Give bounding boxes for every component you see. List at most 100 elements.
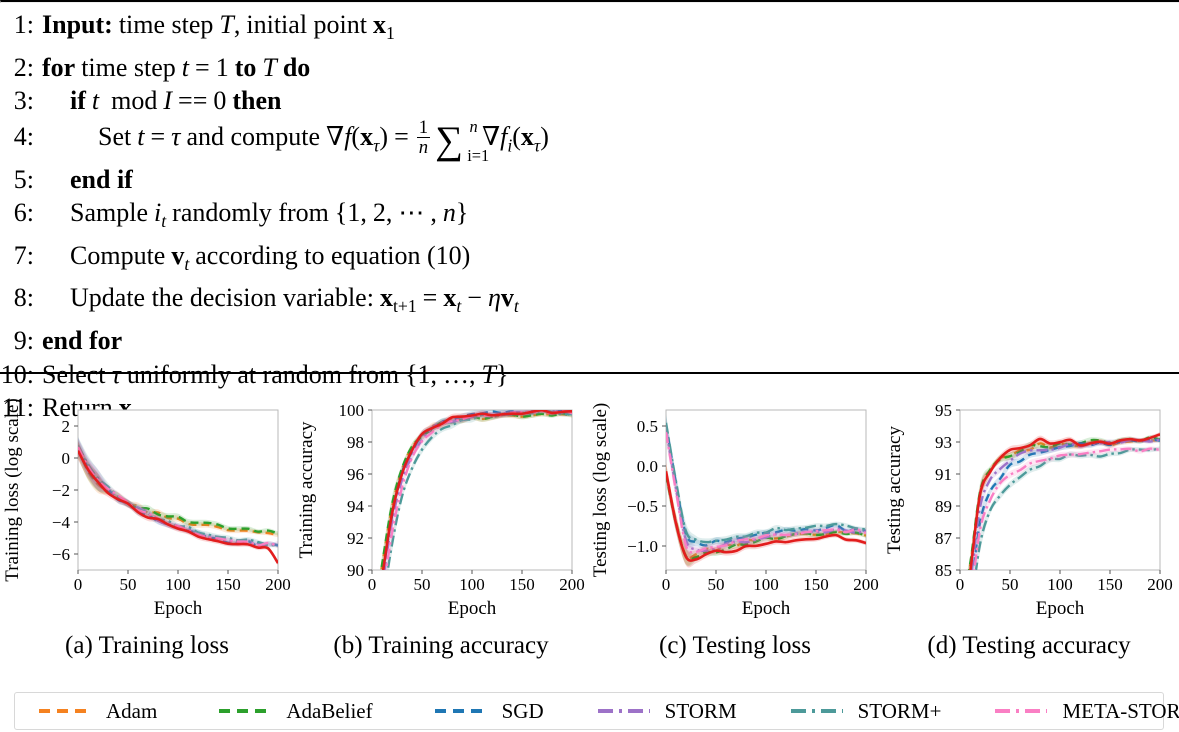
subcaption-b: (b) Training accuracy xyxy=(333,632,549,659)
legend-label: STORM+ xyxy=(857,698,942,723)
y-tick-label: −0.5 xyxy=(627,497,658,516)
x-tick-label: 200 xyxy=(853,575,879,594)
line-body: Input: time step T, initial point x1 xyxy=(42,8,1179,51)
line-number: 4: xyxy=(13,121,34,151)
line-body: Sample it randomly from {1, 2, ⋯, n} xyxy=(42,196,1179,239)
figure-block: 0 50 100 150 200 2 0 −2 −4 −6 Epoch Training loss (… xyxy=(0,386,1179,660)
series-group xyxy=(666,413,866,568)
y-axis-label: Training accuracy xyxy=(296,421,317,558)
algorithm-line-3: 3: if t mod I == 0 then xyxy=(0,84,1179,118)
legend-label: Adam xyxy=(106,698,158,723)
line-number: 10: xyxy=(0,359,34,389)
subscript-1: 1 xyxy=(386,23,395,44)
text-time-step: time step xyxy=(81,52,176,82)
algorithm-line-4: 4: Set t = τ and compute ∇f(xτ) = 1 n ∑ n i=1 ∇fi(xτ… xyxy=(0,116,1179,164)
line-number: 11: xyxy=(1,393,34,423)
math-v: v xyxy=(500,283,514,313)
legend-item-storm-[interactable]: STORM+ xyxy=(789,698,942,724)
y-tick-label: 85 xyxy=(935,561,952,580)
y-tick-label: 0.5 xyxy=(637,417,658,436)
rparen: ) xyxy=(540,121,549,151)
legend-item-storm[interactable]: STORM xyxy=(596,699,737,724)
lparen: ( xyxy=(351,121,361,151)
text-according-to-equation: according to equation (10) xyxy=(195,240,471,270)
y-tick-label: 94 xyxy=(347,497,365,516)
testing-loss-chart: 0 50 100 150 200 0.5 0.0 −0.5 −1.0 Epoch Testing l… xyxy=(590,403,879,619)
line-number: 1: xyxy=(13,10,34,39)
y-tick-label: 91 xyxy=(935,465,952,484)
rparen: ) xyxy=(379,121,389,151)
operator-eq: = xyxy=(394,121,409,151)
series-line-ada-storm xyxy=(666,470,866,562)
math-t: t xyxy=(181,52,190,82)
y-tick-label: 92 xyxy=(347,529,364,548)
keyword-if: if xyxy=(70,86,86,116)
legend-label: SGD xyxy=(501,698,544,723)
subscript-i: i xyxy=(507,135,513,156)
legend-line-swatch xyxy=(597,709,650,713)
y-tick-label: 90 xyxy=(347,561,364,580)
x-tick-label: 50 xyxy=(1002,575,1019,594)
lparen: ( xyxy=(512,121,521,151)
comma: , xyxy=(469,359,476,389)
legend-item-adabelief[interactable]: AdaBelief xyxy=(217,698,373,724)
series-line-adabelief xyxy=(380,412,572,570)
legend-label: META-STORM xyxy=(1062,698,1179,723)
text-select: Select xyxy=(42,359,106,389)
subcaption-d: (d) Testing accuracy xyxy=(927,632,1131,659)
y-axis-label: Testing loss (log scale) xyxy=(590,403,611,577)
comma: , xyxy=(360,198,367,228)
y-tick-label: 89 xyxy=(935,497,952,516)
series-line-storm- xyxy=(974,447,1160,570)
subscript-t: t xyxy=(513,296,519,317)
math-x: x xyxy=(360,121,374,151)
line-body: Set t = τ and compute ∇f(xτ) = 1 n ∑ n i=1 ∇fi(xτ) xyxy=(42,116,1179,164)
fraction-numerator: 1 xyxy=(416,116,431,139)
series-line-meta-storm xyxy=(666,432,866,554)
legend-item-meta-storm[interactable]: META-STORM xyxy=(993,699,1179,724)
x-tick-label: 0 xyxy=(662,575,671,594)
text-uniformly-at-random-from: uniformly at random from xyxy=(126,359,400,389)
line-number: 3: xyxy=(13,86,34,116)
math-x: x xyxy=(520,121,534,151)
operator-eqeq: == xyxy=(178,86,208,116)
charts-row: 0 50 100 150 200 2 0 −2 −4 −6 Epoch Training loss (… xyxy=(0,386,1179,660)
text-set: Set xyxy=(98,121,132,151)
chart-panel-c: 0 50 100 150 200 0.5 0.0 −0.5 −1.0 Epoch Testing l… xyxy=(588,386,882,660)
x-axis-label: Epoch xyxy=(1036,598,1085,619)
algorithm-line-6: 6: Sample it randomly from {1, 2, ⋯, n} xyxy=(0,196,1179,239)
math-T: T xyxy=(262,52,277,82)
x-tick-label: 150 xyxy=(509,575,535,594)
sum-upper-limit: n xyxy=(469,116,478,136)
legend-line-swatch xyxy=(219,709,272,713)
legend-label: AdaBelief xyxy=(286,698,373,723)
series-line-ada-storm xyxy=(969,433,1160,570)
subscript-t-plus-1: t+1 xyxy=(392,296,417,317)
line-number: 6: xyxy=(13,198,34,228)
series-line-storm- xyxy=(666,422,866,544)
training-accuracy-chart: 0 50 100 150 200 90 92 94 96 98 100 Epoch Training a… xyxy=(296,401,585,619)
training-loss-chart: 0 50 100 150 200 2 0 −2 −4 −6 Epoch Training loss (… xyxy=(2,398,291,619)
math-x: x xyxy=(379,283,393,313)
line-body: Select τ uniformly at random from {1,…, T} xyxy=(42,358,1179,392)
math-n: n xyxy=(442,198,456,228)
text-update: Update the decision variable: xyxy=(70,283,374,313)
series-line-meta-storm xyxy=(78,446,278,548)
legend-line-swatch xyxy=(790,709,843,713)
x-tick-label: 150 xyxy=(215,575,241,594)
subscript-t: t xyxy=(161,211,167,232)
keyword-for: for xyxy=(42,52,76,82)
number-zero: 0 xyxy=(213,86,227,116)
legend-item-adam[interactable]: Adam xyxy=(37,699,157,724)
series-group xyxy=(967,432,1160,570)
math-t: t xyxy=(91,86,100,116)
x-tick-label: 200 xyxy=(265,575,291,594)
text-compute: Compute xyxy=(70,240,166,270)
figure-legend: AdamAdaBeliefSGDSTORMSTORM+META-STORMAda… xyxy=(14,692,1179,730)
math-nabla: ∇ xyxy=(481,121,501,152)
number-two: 2 xyxy=(372,198,386,228)
y-tick-label: 95 xyxy=(935,401,952,420)
legend-item-sgd[interactable]: SGD xyxy=(433,699,544,724)
algorithm-line-5: 5: end if xyxy=(0,163,1179,197)
math-x: x xyxy=(443,283,457,313)
